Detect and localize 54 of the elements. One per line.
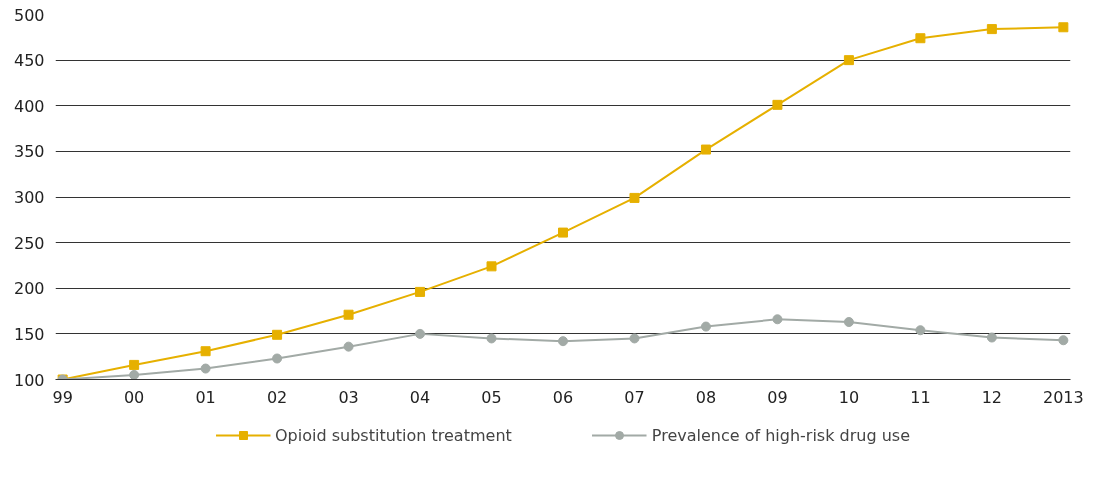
point [1058,335,1069,346]
y-tick-label: 250 [13,233,45,253]
x-tick-label: 99 [52,387,73,407]
point [700,321,711,332]
y-tick-label: 500 [13,5,45,25]
point [200,346,211,357]
y-tick-label: 200 [13,279,45,299]
point [272,353,283,364]
point [129,369,140,380]
x-tick-label: 07 [624,387,645,407]
point [558,227,568,238]
point [843,55,854,66]
point [200,363,211,374]
point [415,286,426,297]
x-tick-label: 05 [481,387,502,407]
point [986,332,997,343]
x-tick-label: 02 [266,387,288,407]
y-tick-label: 450 [13,51,45,71]
x-tick-label: 04 [409,387,431,407]
point [486,261,497,272]
point [129,359,140,370]
legend-label: Opioid substitution treatment [275,425,512,445]
y-tick-label: 300 [13,188,45,207]
point [915,33,926,44]
x-tick-label: 09 [767,387,788,407]
x-tick-label: 03 [338,387,359,407]
point [272,329,283,340]
point [915,325,926,336]
point [486,333,497,344]
y-tick-label: 150 [13,324,45,344]
point [700,144,711,155]
point [986,24,997,35]
x-tick-label: 10 [838,387,860,407]
point [343,309,354,320]
x-tick-label: 01 [195,387,216,407]
y-tick-label: 350 [13,142,45,162]
y-tick-label: 100 [13,370,45,390]
point [1058,22,1069,33]
point [629,192,640,203]
x-tick-label: 2013 [1042,387,1084,407]
point [772,99,783,110]
x-tick-label: 00 [123,387,145,407]
point [629,333,640,344]
x-tick-label: 08 [695,387,717,407]
legend-label: Prevalence of high-risk drug use [651,425,910,445]
y-tick-label: 400 [13,96,45,116]
x-tick-label: 12 [981,387,1003,407]
point [843,317,854,327]
point [558,336,568,347]
x-tick-label: 11 [910,387,931,407]
point [343,341,354,352]
point [772,314,783,325]
x-tick-label: 06 [552,387,574,407]
point [415,328,426,339]
